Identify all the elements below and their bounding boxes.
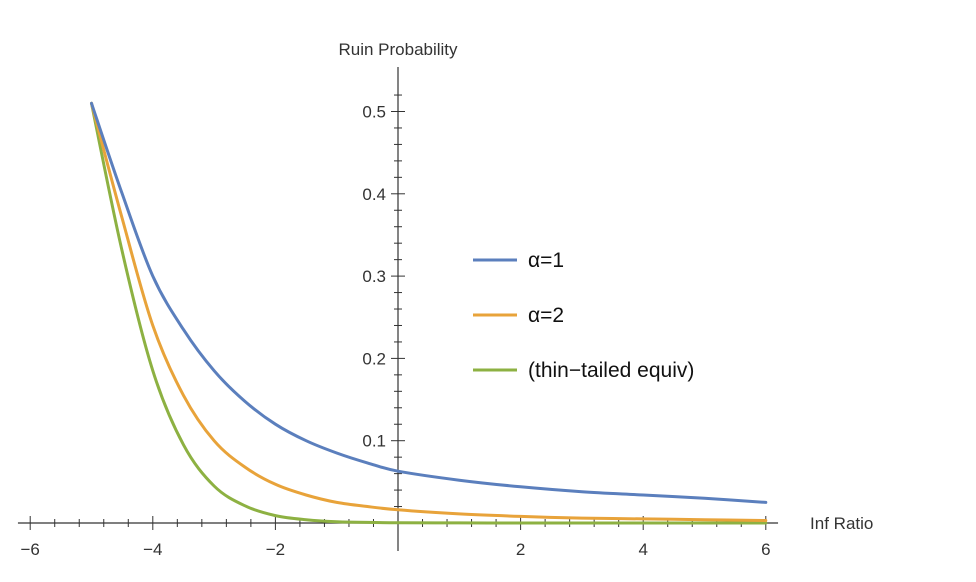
x-axis-title: Inf Ratio xyxy=(810,514,873,533)
legend: α=1 α=2 (thin−tailed equiv) xyxy=(473,249,694,382)
ticks: −6 −4 −2 2 4 6 0.1 0.2 0.3 0.4 0.5 xyxy=(21,94,771,559)
y-tick-label: 0.4 xyxy=(362,185,386,204)
legend-label-1: α=1 xyxy=(528,249,564,272)
series-lines xyxy=(90,101,768,525)
x-tick-label: 6 xyxy=(761,540,770,559)
axes: Inf Ratio Ruin Probability xyxy=(17,40,873,551)
y-tick-label: 0.1 xyxy=(362,432,386,451)
x-tick-label: −6 xyxy=(21,540,40,559)
x-tick-label: 2 xyxy=(516,540,525,559)
series-line-1 xyxy=(90,101,768,504)
legend-label-3: (thin−tailed equiv) xyxy=(528,359,694,382)
y-tick-label: 0.2 xyxy=(362,349,386,368)
y-tick-label: 0.3 xyxy=(362,267,386,286)
x-tick-label: −2 xyxy=(266,540,285,559)
x-tick-label: 4 xyxy=(638,540,647,559)
x-tick-label: −4 xyxy=(143,540,162,559)
y-tick-label: 0.5 xyxy=(362,103,386,122)
legend-label-2: α=2 xyxy=(528,304,564,327)
y-axis-title: Ruin Probability xyxy=(338,40,458,59)
series-line-3 xyxy=(90,101,768,525)
series-line-2 xyxy=(90,101,768,522)
